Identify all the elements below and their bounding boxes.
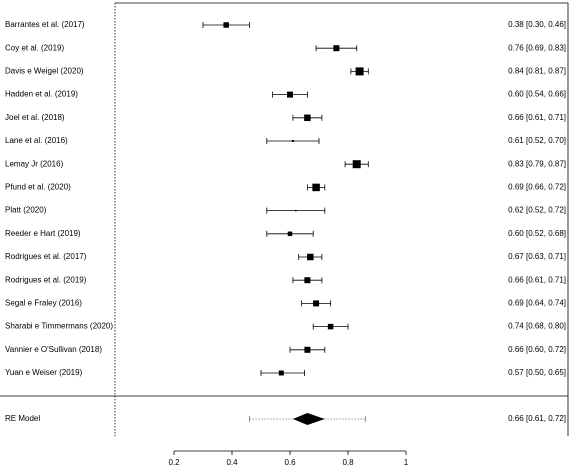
study-name: Yuan e Weiser (2019): [5, 368, 83, 377]
value-label: 0.84 [0.81, 0.87]: [508, 67, 566, 76]
value-label: 0.76 [0.69, 0.83]: [508, 43, 566, 52]
study-name: Barrantes et al. (2017): [5, 20, 85, 29]
estimate: [304, 346, 311, 353]
value-label: 0.83 [0.79, 0.87]: [508, 159, 566, 168]
estimate: [355, 67, 364, 76]
study-name: Lemay Jr (2016): [5, 159, 64, 168]
estimate: [304, 277, 311, 284]
estimate: [278, 370, 284, 376]
estimate: [223, 22, 229, 28]
study-name: Vannier e O'Sullivan (2018): [5, 345, 102, 354]
estimate: [312, 183, 320, 192]
summary-label: 0.66 [0.61, 0.72]: [508, 414, 566, 423]
study-name: Platt (2020): [5, 206, 47, 215]
value-label: 0.74 [0.68, 0.80]: [508, 322, 566, 331]
x-tick-label: 0.4: [226, 458, 238, 467]
value-label: 0.69 [0.64, 0.74]: [508, 299, 566, 308]
summary-name: RE Model: [5, 414, 40, 423]
summary-diamond: [292, 413, 325, 425]
value-label: 0.66 [0.61, 0.71]: [508, 275, 566, 284]
value-label: 0.69 [0.66, 0.72]: [508, 183, 566, 192]
value-label: 0.61 [0.52, 0.70]: [508, 136, 566, 145]
estimate: [327, 323, 334, 330]
estimate: [307, 253, 314, 261]
study-name: Davis e Weigel (2020): [5, 67, 84, 76]
x-tick-label: 1: [404, 458, 409, 467]
estimate: [291, 140, 294, 142]
study-name: Rodrigues et al. (2019): [5, 275, 87, 284]
value-label: 0.67 [0.63, 0.71]: [508, 252, 566, 261]
estimate: [295, 209, 297, 212]
study-name: Lane et al. (2016): [5, 136, 68, 145]
study-name: Pfund et al. (2020): [5, 183, 71, 192]
estimate: [287, 91, 293, 98]
study-name: Sharabi e Timmermans (2020): [5, 322, 113, 331]
x-tick-label: 0.2: [168, 458, 180, 467]
estimate: [287, 231, 293, 237]
study-name: Segal e Fraley (2016): [5, 299, 82, 308]
value-label: 0.38 [0.30, 0.46]: [508, 20, 566, 29]
x-tick-label: 0.6: [284, 458, 296, 467]
study-name: Coy et al. (2019): [5, 43, 64, 52]
value-label: 0.66 [0.60, 0.72]: [508, 345, 566, 354]
study-name: Hadden et al. (2019): [5, 90, 78, 99]
value-label: 0.62 [0.52, 0.72]: [508, 206, 566, 215]
estimate: [352, 160, 361, 169]
value-label: 0.57 [0.50, 0.65]: [508, 368, 566, 377]
estimate: [313, 300, 320, 307]
value-label: 0.60 [0.52, 0.68]: [508, 229, 566, 238]
study-name: Joel et al. (2018): [5, 113, 65, 122]
estimate: [333, 45, 340, 52]
estimate: [304, 114, 311, 122]
value-label: 0.60 [0.54, 0.66]: [508, 90, 566, 99]
value-label: 0.66 [0.61, 0.71]: [508, 113, 566, 122]
study-name: Rodrigues et al. (2017): [5, 252, 87, 261]
x-tick-label: 0.8: [342, 458, 354, 467]
study-name: Reeder e Hart (2019): [5, 229, 81, 238]
